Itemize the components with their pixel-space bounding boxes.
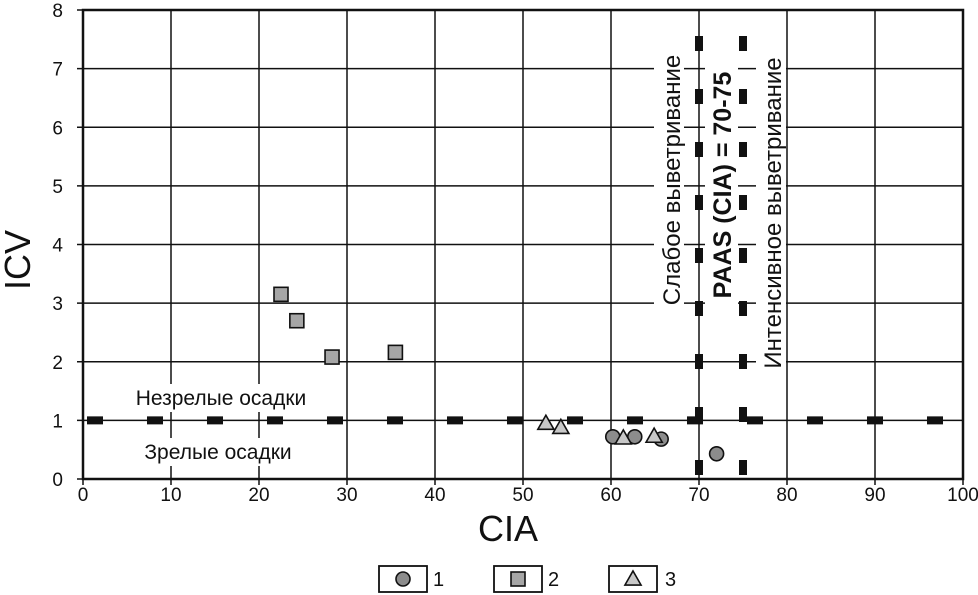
x-tick-label: 100 (947, 485, 978, 506)
x-tick-label: 30 (336, 485, 357, 506)
x-tick-label: 60 (600, 485, 621, 506)
y-tick-label: 1 (52, 411, 63, 432)
series-2-point (387, 344, 404, 361)
x-tick-label: 20 (248, 485, 269, 506)
legend-label-2: 2 (548, 569, 559, 591)
x-tick-label: 50 (512, 485, 533, 506)
legend-circle-icon (395, 571, 411, 587)
immature-label: Незрелые осадки (136, 387, 307, 410)
y-tick-label: 5 (52, 177, 63, 198)
mature-label-bg (112, 438, 324, 466)
legend-triangle-icon (623, 569, 643, 586)
x-tick-label: 40 (424, 485, 445, 506)
series-2-point (324, 349, 340, 365)
x-tick-label: 80 (776, 485, 797, 506)
reference-lines (83, 36, 963, 479)
x-tick-label: 10 (160, 485, 181, 506)
paas-label: PAAS (CIA) = 70-75 (709, 72, 737, 299)
zone-labels: Незрелые осадки Зрелые осадки (100, 384, 342, 466)
y-axis-title: ICV (0, 230, 38, 290)
intense-weathering-label: Интенсивное выветривание (760, 57, 787, 368)
legend-square-icon (510, 571, 526, 587)
legend: 1 2 3 (378, 565, 676, 593)
y-axis-ticks: 0 1 2 3 4 5 6 7 8 (52, 1, 83, 491)
x-tick-label: 70 (688, 485, 709, 506)
y-tick-label: 7 (52, 60, 63, 81)
legend-label-1: 1 (433, 569, 444, 591)
weak-weathering-label: Слабое выветривание (659, 55, 686, 305)
immature-label-bg (100, 384, 342, 412)
series-3-point (613, 428, 633, 445)
y-tick-label: 4 (52, 236, 63, 257)
series-3-point (644, 426, 664, 444)
paas-label-bg (705, 55, 738, 315)
x-axis-title: CIA (478, 508, 538, 549)
vertical-labels: Слабое выветривание PAAS (CIA) = 70-75 И… (654, 35, 787, 388)
x-axis-ticks: 0 10 20 30 40 50 60 70 80 90 100 (78, 479, 978, 506)
legend-box-3 (608, 565, 658, 593)
y-tick-label: 8 (52, 1, 63, 22)
y-tick-label: 3 (52, 294, 63, 315)
intense-weathering-label-bg (756, 38, 786, 388)
y-tick-label: 0 (52, 470, 63, 491)
weak-weathering-label-bg (654, 35, 684, 325)
data-points (273, 286, 725, 462)
series-2-point (273, 286, 289, 303)
series-3-point (551, 417, 571, 435)
x-tick-label: 90 (864, 485, 885, 506)
series-1-point (708, 445, 725, 462)
x-tick-label: 0 (78, 485, 89, 506)
mature-label: Зрелые осадки (144, 441, 291, 464)
y-tick-label: 6 (52, 118, 63, 139)
legend-label-3: 3 (665, 569, 676, 591)
series-2-point (289, 312, 305, 329)
series-3-point (536, 413, 556, 431)
y-tick-label: 2 (52, 353, 63, 374)
